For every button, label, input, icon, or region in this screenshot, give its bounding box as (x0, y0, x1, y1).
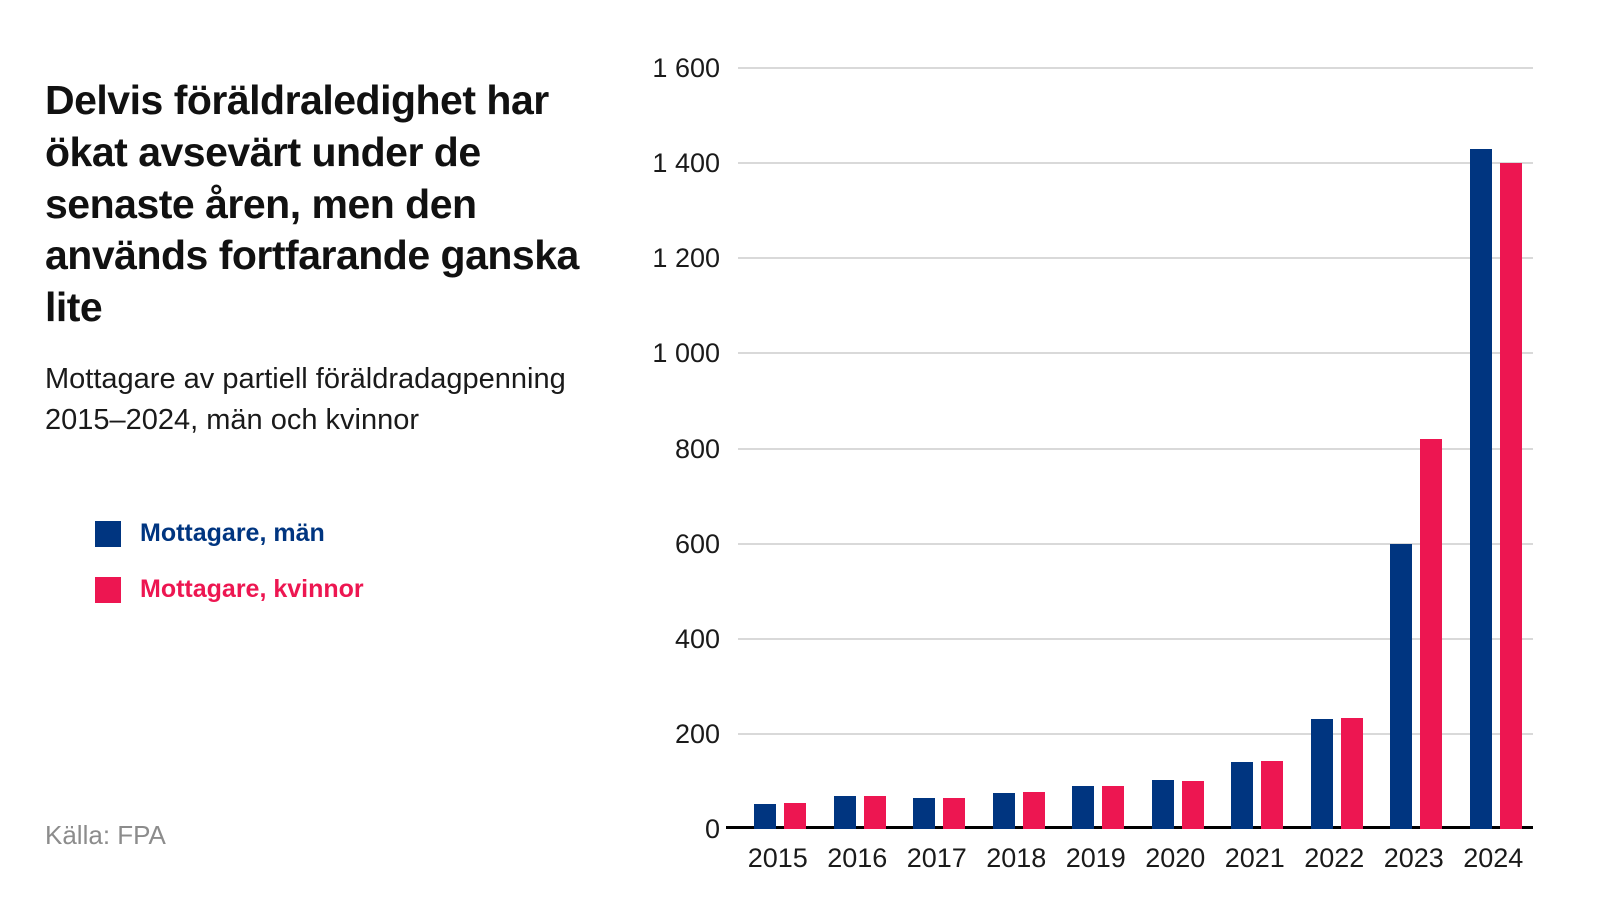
x-axis-line (726, 826, 1533, 829)
legend-swatch-women-icon (95, 576, 121, 603)
gridline (738, 447, 1533, 450)
gridline (738, 257, 1533, 260)
legend-label-women: Mottagare, kvinnor (140, 575, 364, 603)
x-tick-label: 2015 (747, 843, 808, 873)
bar-women (1420, 439, 1442, 829)
bar-men (754, 804, 776, 829)
y-tick-label: 0 (704, 814, 720, 844)
x-tick-label: 2019 (1065, 843, 1126, 873)
x-tick-label: 2024 (1463, 843, 1524, 873)
bar-women (1340, 718, 1363, 829)
bar-women (784, 802, 806, 829)
bar-women (1181, 780, 1204, 829)
bar-men (1469, 148, 1492, 829)
x-tick-label: 2018 (986, 843, 1047, 873)
legend-item-men: Mottagare, män (95, 519, 364, 548)
y-tick-label: 200 (674, 718, 720, 749)
bar-men (1072, 786, 1094, 829)
x-tick-label: 2016 (827, 843, 888, 873)
legend-item-women: Mottagare, kvinnor (95, 575, 364, 604)
bar-women (863, 795, 886, 829)
gridline (738, 162, 1533, 165)
y-tick-label: 1 600 (652, 53, 720, 83)
bar-women (1261, 761, 1283, 829)
legend-swatch-men-icon (95, 520, 121, 547)
plot-area: 0 200 400 600 800 1 000 1 200 1 400 1 600 2015 201… (652, 53, 1533, 873)
x-tick-label: 2017 (906, 843, 967, 873)
bar-women (1022, 791, 1045, 829)
bar-men (833, 795, 856, 829)
y-tick-label: 1 000 (652, 338, 720, 369)
bar-women (943, 798, 965, 829)
x-tick-label: 2020 (1145, 843, 1206, 873)
legend-label-men: Mottagare, män (140, 519, 325, 547)
gridline (738, 732, 1533, 735)
y-tick-label: 1 400 (652, 148, 720, 179)
bar-women (1102, 786, 1124, 829)
y-tick-label: 400 (674, 623, 720, 654)
bar-men (1151, 779, 1174, 829)
y-tick-label: 800 (674, 433, 720, 464)
chart-subtitle: Mottagare av partiell föräldradagpenning… (45, 363, 566, 436)
legend: Mottagare, män Mottagare, kvinnor (95, 519, 364, 631)
y-tick-label: 600 (674, 528, 720, 559)
y-tick-label: 1 200 (652, 243, 720, 274)
page-title: Delvis föräldraledighet har ökat avsevär… (45, 77, 579, 331)
source-credit: Källa: FPA (45, 820, 166, 850)
bar-men (1231, 762, 1253, 829)
bar-men (1390, 543, 1412, 829)
x-tick-label: 2021 (1224, 843, 1285, 873)
gridline (738, 352, 1533, 355)
x-tick-label: 2023 (1383, 843, 1444, 873)
bar-men (1310, 718, 1333, 829)
x-tick-label: 2022 (1304, 843, 1365, 873)
gridline (738, 542, 1533, 545)
gridline (738, 637, 1533, 640)
bar-men (913, 797, 935, 829)
gridline (738, 67, 1533, 69)
bar-women (1499, 163, 1522, 829)
bar-men (992, 793, 1015, 829)
